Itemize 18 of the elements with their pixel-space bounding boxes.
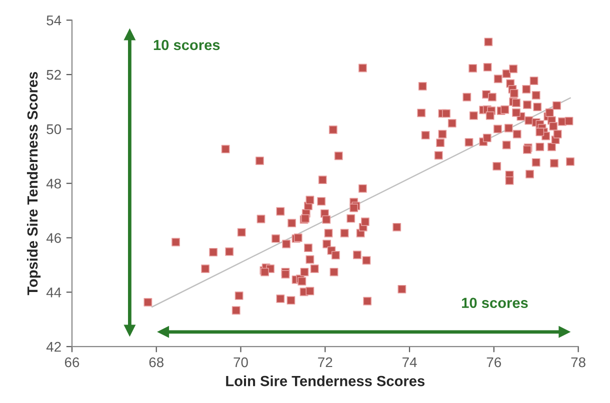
y-tick-label: 52: [46, 70, 61, 80]
x-tick-label: 76: [486, 357, 502, 368]
x-tick-label: 68: [149, 357, 164, 368]
x-axis-title: Loin Sire Tenderness Scores: [226, 376, 424, 386]
y-axis-title: Topside Sire Tenderness Scores: [26, 72, 41, 296]
y-tick-label: 50: [46, 124, 62, 134]
y-tick-label: 54: [46, 16, 62, 26]
x-tick-label: 70: [234, 357, 248, 368]
x-tick-label: 72: [318, 357, 332, 368]
y-tick-label: 44: [46, 288, 62, 298]
annotation: 10 scores: [154, 40, 220, 50]
x-tick-label: 74: [402, 358, 417, 368]
x-tick-label: 78: [571, 357, 586, 368]
y-tick-label: 46: [46, 233, 61, 243]
x-tick-label: 66: [64, 357, 80, 368]
y-tick-label: 42: [46, 342, 61, 352]
annotation: 10 scores: [462, 298, 528, 308]
y-tick-label: 48: [46, 178, 61, 189]
